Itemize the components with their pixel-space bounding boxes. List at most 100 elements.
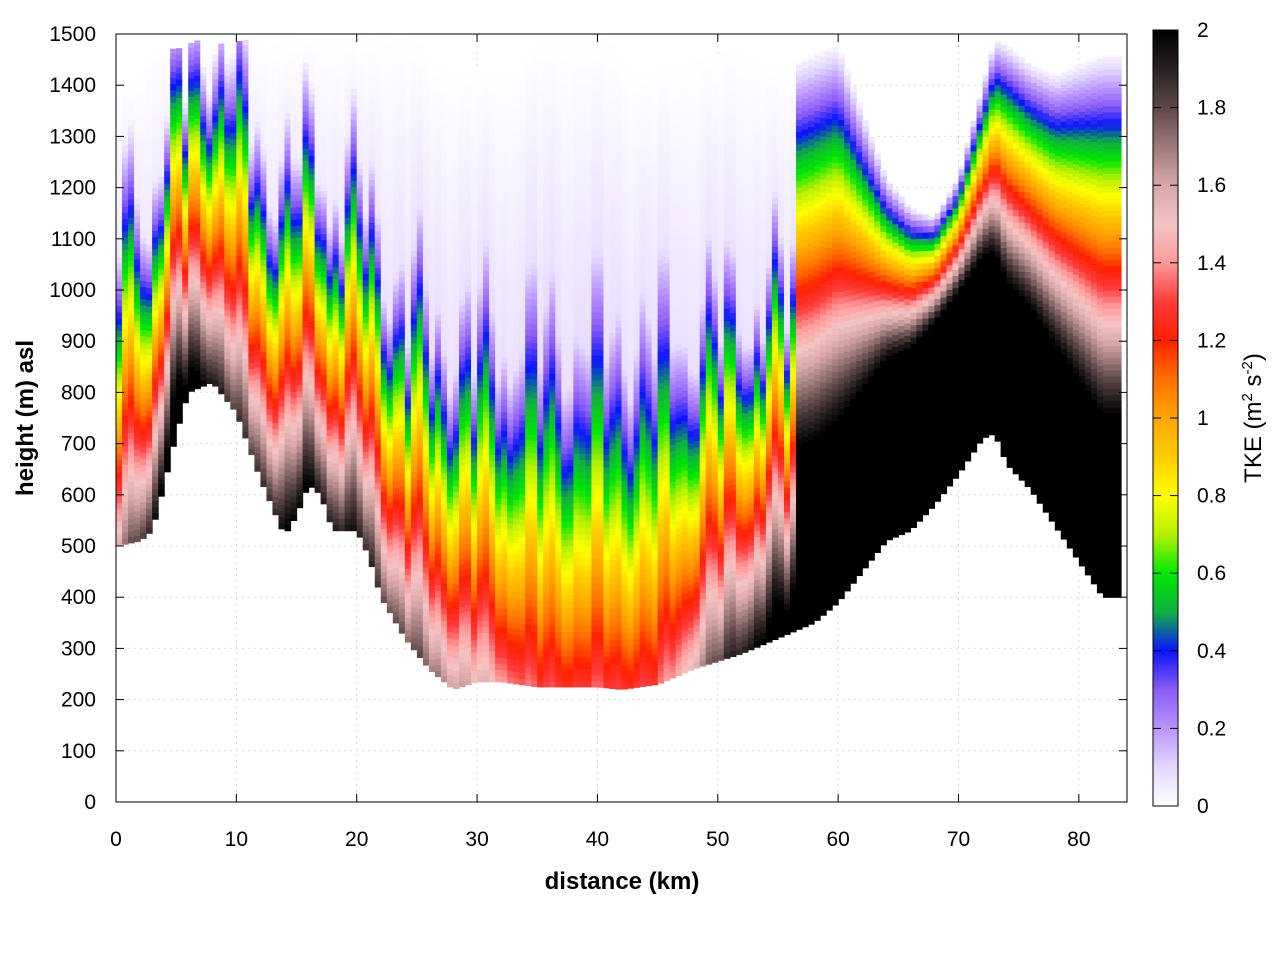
- tke-cell: [446, 619, 454, 626]
- tke-cell: [398, 80, 406, 87]
- tke-cell: [128, 419, 135, 427]
- tke-cell: [453, 227, 460, 235]
- tke-cell: [471, 553, 478, 561]
- tke-cell: [338, 143, 346, 151]
- tke-cell: [380, 264, 388, 272]
- tke-cell: [284, 487, 292, 495]
- tke-cell: [200, 256, 207, 264]
- tke-cell: [404, 586, 412, 594]
- tke-cell: [404, 89, 412, 96]
- tke-cell: [230, 58, 237, 66]
- tke-cell: [242, 364, 249, 371]
- tke-cell: [146, 78, 153, 86]
- tke-cell: [128, 235, 135, 243]
- tke-cell: [428, 591, 436, 599]
- tke-cell: [404, 205, 412, 213]
- tke-cell: [182, 255, 189, 262]
- tke-cell: [344, 260, 352, 268]
- tke-cell: [453, 74, 460, 81]
- tke-cell: [248, 325, 256, 333]
- tke-cell: [434, 185, 442, 192]
- tke-cell: [428, 124, 436, 132]
- tke-cell: [122, 537, 129, 545]
- tke-cell: [422, 437, 430, 445]
- tke-cell: [296, 181, 304, 189]
- tke-cell: [308, 265, 316, 273]
- tke-cell: [416, 497, 424, 505]
- tke-cell: [332, 524, 340, 532]
- tke-cell: [128, 186, 135, 194]
- tke-cell: [116, 115, 123, 123]
- tke-cell: [434, 621, 442, 628]
- tke-cell: [308, 216, 316, 224]
- tke-cell: [206, 358, 213, 366]
- tke-cell: [218, 98, 225, 106]
- tke-cell: [122, 95, 129, 103]
- tke-cell: [260, 56, 268, 64]
- tke-cell: [392, 82, 400, 89]
- tke-cell: [248, 393, 256, 400]
- tke-cell: [477, 429, 484, 437]
- tke-cell: [465, 94, 472, 102]
- tke-cell: [296, 433, 304, 441]
- tke-cell: [272, 66, 280, 73]
- tke-cell: [356, 309, 364, 317]
- tke-cell: [332, 118, 340, 126]
- tke-cell: [392, 131, 400, 139]
- tke-cell: [459, 201, 466, 208]
- tke-cell: [483, 134, 490, 142]
- tke-cell: [254, 213, 262, 220]
- tke-cell: [164, 201, 171, 209]
- tke-cell: [446, 287, 454, 295]
- tke-cell: [356, 272, 364, 280]
- tke-cell: [410, 59, 418, 67]
- tke-cell: [416, 147, 424, 155]
- tke-cell: [242, 308, 249, 316]
- tke-cell: [236, 267, 243, 275]
- tke-cell: [260, 461, 268, 469]
- tke-cell: [308, 100, 316, 107]
- tke-cell: [459, 330, 466, 337]
- tke-cell: [290, 213, 298, 220]
- tke-cell: [158, 213, 165, 221]
- tke-cell: [459, 250, 466, 257]
- tke-cell: [434, 160, 442, 168]
- tke-cell: [465, 143, 472, 151]
- tke-cell: [368, 443, 376, 451]
- tke-cell: [122, 249, 129, 256]
- tke-cell: [194, 179, 201, 187]
- tke-cell: [446, 336, 454, 344]
- tke-cell: [326, 423, 334, 431]
- tke-cell: [134, 455, 141, 463]
- tke-cell: [122, 273, 129, 281]
- tke-cell: [398, 479, 406, 487]
- tke-cell: [206, 297, 213, 305]
- tke-cell: [338, 469, 346, 476]
- tke-cell: [272, 397, 280, 405]
- tke-cell: [446, 342, 454, 350]
- tke-cell: [356, 328, 364, 335]
- tke-cell: [248, 196, 256, 204]
- tke-cell: [380, 202, 388, 210]
- tke-cell: [410, 90, 418, 98]
- tke-cell: [230, 341, 237, 349]
- tke-cell: [224, 167, 231, 175]
- tke-cell: [477, 251, 484, 259]
- tke-cell: [459, 287, 466, 294]
- tke-cell: [446, 262, 454, 270]
- tke-cell: [434, 498, 442, 506]
- tke-cell: [296, 206, 304, 214]
- tke-cell: [471, 129, 478, 137]
- tke-cell: [483, 417, 490, 425]
- tke-cell: [446, 563, 454, 571]
- tke-cell: [446, 508, 454, 516]
- tke-cell: [386, 458, 394, 466]
- tke-cell: [128, 462, 135, 470]
- tke-cell: [308, 75, 316, 83]
- tke-cell: [440, 227, 448, 234]
- tke-cell: [134, 412, 141, 420]
- tke-cell: [416, 516, 424, 523]
- tke-cell: [477, 509, 484, 517]
- tke-cell: [362, 469, 370, 477]
- tke-cell: [296, 175, 304, 183]
